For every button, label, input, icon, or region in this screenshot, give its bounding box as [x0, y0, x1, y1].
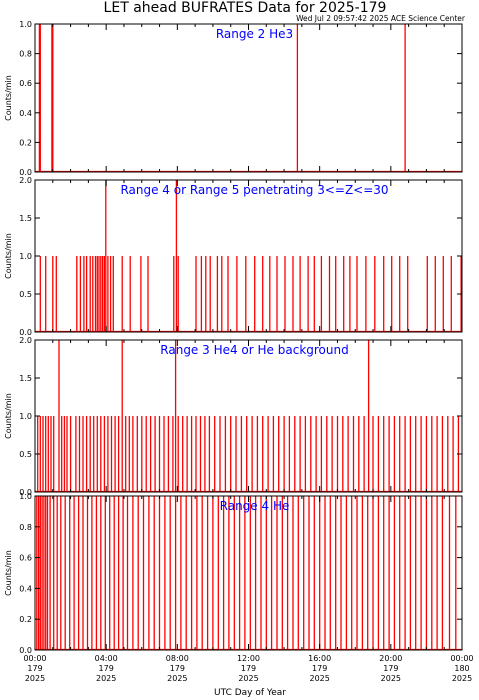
x-tick-time: 12:00 [237, 654, 260, 663]
x-tick-doy: 179 [383, 664, 398, 673]
y-tick-label: 1.0 [19, 412, 32, 421]
y-tick-label: 2.0 [19, 176, 32, 185]
y-tick-label: 1.0 [19, 252, 32, 261]
x-tick-time: 16:00 [308, 654, 331, 663]
y-tick-label: 0.8 [19, 523, 32, 532]
panel-2-series [35, 180, 462, 333]
x-axis-label: UTC Day of Year [214, 688, 286, 698]
panel-4: Range 4 He Counts/min 0.0 0.2 0.4 0.6 0.8 1.0 [4, 492, 463, 655]
x-tick-doy: 180 [454, 664, 469, 673]
panel-3: Range 3 He4 or He background Counts/min 0.… [4, 336, 463, 497]
x-tick-year: 2025 [238, 674, 258, 683]
y-tick-label: 0.0 [19, 168, 32, 177]
x-tick-time: 20:00 [379, 654, 402, 663]
x-tick-year: 2025 [25, 674, 45, 683]
panel-4-series [35, 496, 462, 651]
x-tick-year: 2025 [309, 674, 329, 683]
x-tick-year: 2025 [167, 674, 187, 683]
y-axis-label: Counts/min [4, 233, 13, 279]
x-tick-doy: 179 [170, 664, 185, 673]
x-tick-doy: 179 [241, 664, 256, 673]
panel-title: Range 2 He3 [216, 27, 293, 41]
panel-1-series [35, 24, 462, 173]
y-tick-label: 0.4 [19, 109, 32, 118]
x-tick-doy: 179 [99, 664, 114, 673]
panels-group: Range 2 He3Counts/min0.00.20.40.60.81.0R… [4, 20, 474, 683]
x-tick-doy: 179 [27, 664, 42, 673]
y-tick-label: 0.6 [19, 554, 32, 563]
plot-frame [34, 495, 463, 651]
y-tick-label: 0.5 [19, 450, 32, 459]
plot-frame [34, 339, 463, 493]
x-tick-doy: 179 [312, 664, 327, 673]
y-tick-label: 0.6 [19, 79, 32, 88]
panel-title: Range 4 He [220, 499, 290, 513]
x-tick-year: 2025 [381, 674, 401, 683]
panel-1: Range 2 He3 Counts/min 0.0 0.2 0.4 0.6 0.8 1.0 [4, 20, 463, 177]
panel-2: Range 4 or Range 5 penetrating 3<=Z<=30 C… [4, 176, 463, 337]
x-tick-year: 2025 [452, 674, 472, 683]
panel-3-series [35, 340, 462, 493]
y-tick-label: 1.5 [19, 214, 32, 223]
x-tick-time: 04:00 [95, 654, 118, 663]
y-axis-label: Counts/min [4, 393, 13, 439]
y-tick-label: 0.2 [19, 138, 32, 147]
y-tick-label: 0.2 [19, 615, 32, 624]
x-tick-time: 00:00 [23, 654, 46, 663]
timestamp: Wed Jul 2 09:57:42 2025 ACE Science Cent… [296, 14, 466, 23]
y-tick-label: 0.0 [19, 488, 32, 497]
x-tick-time: 08:00 [166, 654, 189, 663]
y-tick-label: 2.0 [19, 336, 32, 345]
x-tick-time: 00:00 [450, 654, 473, 663]
panel-title: Range 3 He4 or He background [160, 343, 348, 357]
plot-frame [34, 23, 463, 173]
y-tick-label: 0.4 [19, 584, 32, 593]
y-axis-label: Counts/min [4, 550, 13, 596]
y-tick-label: 0.5 [19, 290, 32, 299]
y-axis-label: Counts/min [4, 75, 13, 121]
y-tick-label: 1.5 [19, 374, 32, 383]
figure-title: LET ahead BUFRATES Data for 2025-179 [104, 0, 387, 16]
y-tick-label: 1.0 [19, 492, 32, 501]
y-tick-label: 1.0 [19, 20, 32, 29]
y-tick-label: 0.8 [19, 50, 32, 59]
y-tick-label: 0.0 [19, 646, 32, 655]
x-tick-year: 2025 [96, 674, 116, 683]
y-tick-label: 0.0 [19, 328, 32, 337]
panel-title: Range 4 or Range 5 penetrating 3<=Z<=30 [120, 183, 388, 197]
